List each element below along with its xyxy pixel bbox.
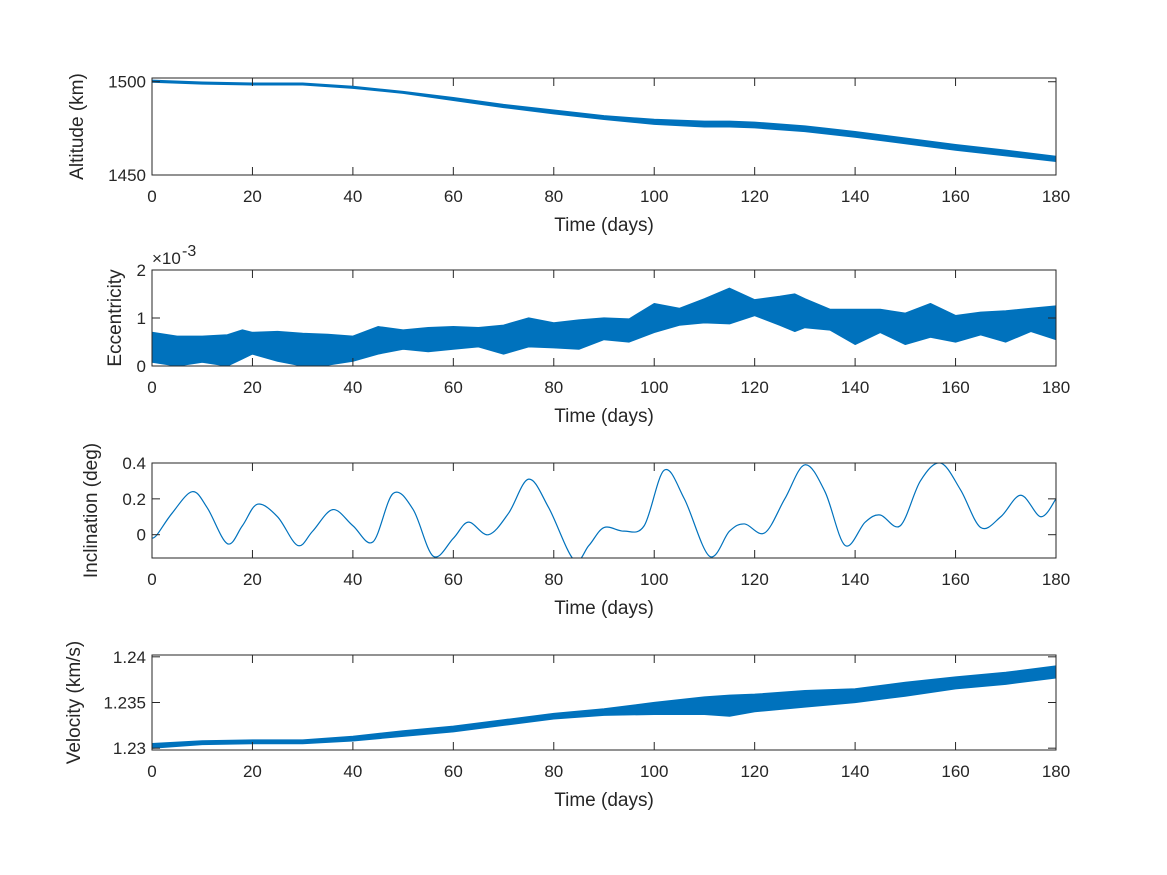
eccentricity-data (152, 287, 1056, 366)
altitude-axes-box (151, 77, 1057, 176)
eccentricity-xtick-label: 60 (444, 378, 463, 397)
velocity-xtick-label: 40 (343, 762, 362, 781)
altitude-xtick-label: 20 (243, 187, 262, 206)
velocity-ytick-label: 1.24 (113, 648, 146, 667)
velocity-ytick-label: 1.235 (103, 694, 146, 713)
velocity-data (152, 665, 1056, 749)
velocity-xtick-label: 100 (640, 762, 668, 781)
altitude-xtick-label: 140 (841, 187, 869, 206)
eccentricity-xtick-label: 40 (343, 378, 362, 397)
velocity-panel: 0 20 40 60 80 100 120 140 160 180 1.23 1.235 1.24 Tim… (64, 641, 1070, 811)
inclination-panel: 0 20 40 60 80 100 120 140 160 180 0 0.2 0.4 Time (day… (81, 443, 1070, 619)
eccentricity-xtick-label: 80 (544, 378, 563, 397)
inclination-axes-box (151, 462, 1057, 559)
altitude-panel: 0 20 40 60 80 100 120 140 160 180 1450 1500 Time (da… (67, 73, 1070, 236)
inclination-xtick-label: 40 (343, 570, 362, 589)
altitude-ylabel: Altitude (km) (67, 73, 88, 180)
velocity-ylabel: Velocity (km/s) (64, 641, 85, 765)
inclination-xtick-label: 60 (444, 570, 463, 589)
altitude-xtick-label: 180 (1042, 187, 1070, 206)
inclination-xtick-label: 120 (740, 570, 768, 589)
eccentricity-xtick-label: 100 (640, 378, 668, 397)
inclination-xtick-label: 0 (147, 570, 156, 589)
velocity-series-band (152, 665, 1056, 749)
altitude-xtick-label: 100 (640, 187, 668, 206)
inclination-plot-area (152, 463, 1056, 558)
velocity-xtick-label: 180 (1042, 762, 1070, 781)
velocity-xtick-label: 120 (740, 762, 768, 781)
inclination-xtick-label: 80 (544, 570, 563, 589)
eccentricity-xlabel: Time (days) (554, 406, 654, 427)
velocity-xtick-label: 0 (147, 762, 156, 781)
inclination-ylabel: Inclination (deg) (81, 443, 102, 578)
altitude-plot-area (152, 78, 1056, 175)
inclination-xtick-label: 100 (640, 570, 668, 589)
eccentricity-xtick-label: 120 (740, 378, 768, 397)
velocity-xtick-label: 160 (941, 762, 969, 781)
eccentricity-xtick-label: 20 (243, 378, 262, 397)
eccentricity-ytick-label: 1 (137, 309, 146, 328)
inclination-xtick-label: 180 (1042, 570, 1070, 589)
altitude-series-band (152, 79, 1056, 162)
inclination-ytick-label: 0.4 (122, 454, 146, 473)
inclination-series-line (152, 463, 1056, 558)
velocity-xtick-label: 80 (544, 762, 563, 781)
velocity-plot-area (152, 655, 1056, 750)
inclination-xtick-label: 20 (243, 570, 262, 589)
altitude-ytick-label: 1500 (108, 73, 146, 92)
eccentricity-xtick-label: 180 (1042, 378, 1070, 397)
velocity-xtick-label: 60 (444, 762, 463, 781)
velocity-xtick-label: 20 (243, 762, 262, 781)
eccentricity-series-band (152, 287, 1056, 366)
altitude-xtick-label: 0 (147, 187, 156, 206)
velocity-ytick-label: 1.23 (113, 739, 146, 758)
inclination-data (152, 463, 1056, 558)
eccentricity-ytick-label: 2 (137, 261, 146, 280)
altitude-xtick-label: 160 (941, 187, 969, 206)
eccentricity-ylabel: Eccentricity (105, 269, 126, 367)
velocity-xlabel: Time (days) (554, 790, 654, 811)
eccentricity-xtick-label: 140 (841, 378, 869, 397)
eccentricity-xtick-label: 160 (941, 378, 969, 397)
eccentricity-panel: 0 20 40 60 80 100 120 140 160 180 0 1 2 Time (days) Ec… (105, 243, 1070, 427)
altitude-xlabel: Time (days) (554, 215, 654, 236)
altitude-xtick-label: 120 (740, 187, 768, 206)
eccentricity-xtick-label: 0 (147, 378, 156, 397)
eccentricity-ytick-label: 0 (137, 357, 146, 376)
inclination-xlabel: Time (days) (554, 598, 654, 619)
eccentricity-exponent-multiplier: ×10 (152, 249, 181, 268)
altitude-data (152, 79, 1056, 162)
inclination-xtick-label: 140 (841, 570, 869, 589)
inclination-xtick-label: 160 (941, 570, 969, 589)
altitude-xtick-label: 80 (544, 187, 563, 206)
altitude-ytick-label: 1450 (108, 166, 146, 185)
altitude-xtick-label: 60 (444, 187, 463, 206)
eccentricity-exponent-power: -3 (182, 243, 196, 260)
inclination-ytick-label: 0 (137, 526, 146, 545)
inclination-ytick-label: 0.2 (122, 490, 146, 509)
velocity-xtick-label: 140 (841, 762, 869, 781)
altitude-xtick-label: 40 (343, 187, 362, 206)
